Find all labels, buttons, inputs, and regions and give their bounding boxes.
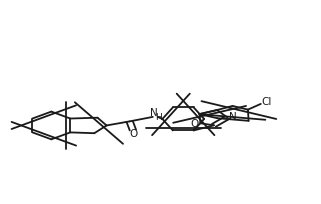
Text: O: O	[129, 129, 138, 140]
Text: N: N	[150, 108, 157, 118]
Text: N: N	[229, 112, 237, 122]
Text: H: H	[155, 113, 162, 122]
Text: O: O	[191, 119, 199, 129]
Text: Cl: Cl	[261, 97, 272, 107]
